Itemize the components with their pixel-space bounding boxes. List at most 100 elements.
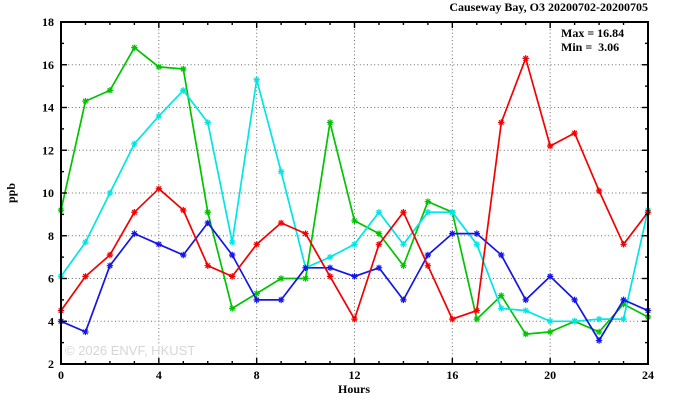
marker-day-1-green-h13 [375, 230, 383, 237]
x-tick-label-0: 0 [58, 368, 64, 382]
marker-day-2-cyan-h7 [229, 238, 236, 246]
marker-day-1-green-h15 [424, 198, 432, 205]
marker-day-4-red-h7 [229, 273, 236, 280]
y-tick-label-18: 18 [42, 15, 54, 29]
y-axis-label: ppb [4, 183, 18, 203]
marker-day-4-red-h6 [204, 262, 211, 269]
marker-day-2-cyan-h19 [522, 307, 529, 314]
marker-day-1-green-h6 [204, 209, 211, 216]
marker-day-4-red-h20 [546, 142, 554, 150]
marker-day-4-red-h8 [253, 241, 260, 248]
marker-day-2-cyan-h15 [424, 209, 432, 216]
data-series-layer [57, 44, 652, 344]
x-tick-label-16: 16 [446, 368, 458, 382]
marker-day-2-cyan-h23 [620, 315, 627, 323]
marker-day-2-cyan-h5 [180, 87, 187, 94]
marker-day-3-blue-h17 [473, 230, 480, 237]
marker-day-1-green-h20 [546, 328, 554, 336]
marker-day-1-green-h18 [498, 292, 505, 299]
marker-day-4-red-h10 [302, 230, 309, 237]
marker-day-4-red-h18 [498, 119, 505, 126]
marker-day-2-cyan-h16 [449, 209, 456, 216]
marker-day-2-cyan-h9 [277, 168, 285, 175]
marker-day-1-green-h10 [302, 275, 309, 282]
marker-day-1-green-h2 [106, 87, 114, 94]
marker-day-4-red-h23 [620, 241, 627, 248]
marker-day-2-cyan-h2 [106, 189, 114, 197]
marker-day-4-red-h1 [82, 273, 89, 280]
marker-day-3-blue-h1 [82, 328, 89, 336]
marker-day-3-blue-h22 [595, 337, 603, 344]
y-tick-label-14: 14 [42, 101, 54, 115]
marker-day-2-cyan-h18 [498, 305, 505, 312]
series-day-3-blue [57, 219, 652, 344]
marker-day-4-red-h13 [375, 241, 383, 248]
marker-day-4-red-h16 [449, 315, 456, 323]
y-tick-label-8: 8 [48, 229, 54, 243]
marker-day-3-blue-h2 [106, 262, 114, 269]
marker-day-1-green-h23 [620, 300, 627, 308]
marker-day-4-red-h12 [351, 315, 358, 323]
marker-day-1-green-h1 [82, 97, 89, 105]
y-tick-label-2: 2 [48, 357, 54, 371]
marker-day-3-blue-h23 [620, 296, 627, 304]
marker-day-4-red-h17 [473, 307, 480, 314]
marker-day-4-red-h2 [106, 251, 114, 259]
marker-day-1-green-h22 [595, 328, 603, 336]
marker-day-1-green-h11 [326, 119, 334, 126]
marker-day-4-red-h21 [571, 129, 578, 137]
x-tick-label-4: 4 [156, 368, 162, 382]
marker-day-3-blue-h13 [375, 264, 383, 272]
marker-day-1-green-h9 [277, 275, 285, 282]
marker-day-3-blue-h4 [155, 241, 163, 248]
series-day-1-green [57, 44, 652, 338]
marker-day-2-cyan-h14 [400, 241, 407, 248]
marker-day-4-red-h19 [522, 55, 529, 62]
marker-day-3-blue-h9 [277, 296, 285, 304]
marker-day-3-blue-h3 [131, 230, 138, 237]
marker-day-2-cyan-h22 [595, 315, 603, 323]
x-tick-label-24: 24 [642, 368, 654, 382]
marker-day-4-red-h9 [277, 219, 285, 227]
marker-day-1-green-h7 [229, 305, 236, 312]
marker-day-2-cyan-h17 [473, 241, 480, 248]
marker-day-4-red-h22 [595, 187, 603, 195]
marker-day-2-cyan-h20 [546, 318, 554, 325]
marker-day-1-green-h5 [180, 65, 187, 73]
marker-day-2-cyan-h21 [571, 318, 578, 325]
marker-day-3-blue-h5 [180, 251, 187, 259]
grid-lines [61, 22, 648, 364]
marker-day-4-red-h11 [326, 273, 334, 280]
marker-day-2-cyan-h6 [204, 119, 211, 126]
y-tick-label-12: 12 [42, 143, 54, 157]
marker-day-3-blue-h11 [326, 264, 334, 272]
marker-day-1-green-h19 [522, 330, 529, 338]
marker-day-4-red-h3 [131, 209, 138, 216]
y-tick-label-16: 16 [42, 58, 54, 72]
marker-day-3-blue-h7 [229, 251, 236, 259]
marker-day-2-cyan-h3 [131, 140, 138, 148]
marker-day-3-blue-h16 [449, 230, 456, 237]
marker-day-4-red-h4 [155, 185, 163, 192]
marker-day-3-blue-h8 [253, 296, 260, 304]
marker-day-1-green-h4 [155, 63, 163, 71]
marker-day-1-green-h17 [473, 315, 480, 323]
min-value-label: Min = 3.06 [561, 40, 619, 54]
marker-day-1-green-h8 [253, 290, 260, 297]
marker-day-3-blue-h12 [351, 273, 358, 280]
marker-day-2-cyan-h1 [82, 238, 89, 246]
marker-day-2-cyan-h11 [326, 253, 334, 261]
series-line-day-4-red [60, 57, 649, 320]
marker-day-3-blue-h6 [204, 219, 211, 227]
marker-day-3-blue-h20 [546, 273, 554, 280]
y-tick-label-6: 6 [48, 272, 54, 286]
watermark: © 2026 ENVF, HKUST [65, 343, 195, 358]
x-tick-label-20: 20 [544, 368, 556, 382]
x-axis-label: Hours [338, 382, 370, 396]
marker-day-3-blue-h19 [522, 296, 529, 304]
marker-day-3-blue-h10 [302, 264, 309, 272]
marker-day-4-red-h14 [400, 209, 407, 216]
